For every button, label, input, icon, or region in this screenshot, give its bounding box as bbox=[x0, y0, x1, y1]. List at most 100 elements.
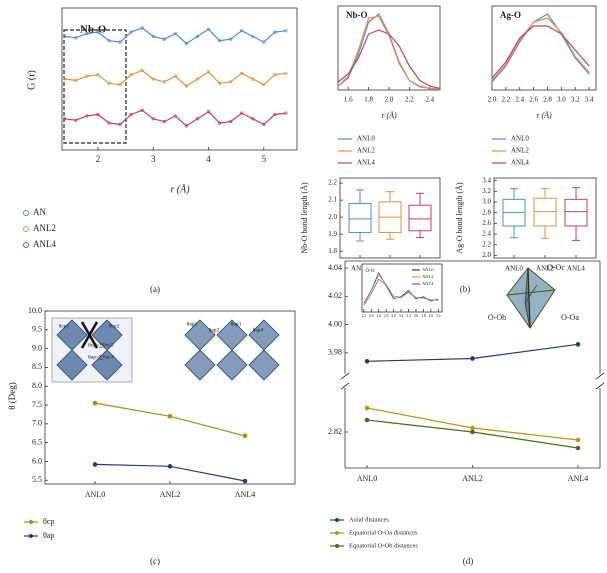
point bbox=[251, 117, 255, 121]
point bbox=[92, 462, 98, 467]
annotation: θap4 bbox=[253, 327, 264, 333]
point bbox=[364, 405, 370, 411]
point bbox=[107, 39, 111, 43]
plot-frame bbox=[361, 263, 443, 313]
box bbox=[348, 203, 372, 233]
point bbox=[240, 29, 244, 33]
point bbox=[284, 71, 288, 75]
point bbox=[470, 429, 475, 435]
point bbox=[107, 81, 111, 85]
annotation: θcp=∑θci/2 bbox=[88, 342, 114, 348]
point bbox=[273, 112, 277, 117]
point bbox=[162, 119, 166, 124]
y-tick-label: 3.4 bbox=[482, 176, 491, 184]
legend-label: ANL4 bbox=[422, 281, 434, 286]
y-tick-label: 4.02 bbox=[328, 291, 342, 300]
point bbox=[129, 73, 133, 77]
point bbox=[151, 77, 155, 81]
point bbox=[85, 31, 89, 36]
legend-label: θap bbox=[43, 531, 54, 540]
x-tick-label: 2.0 bbox=[488, 96, 497, 104]
y-tick-label: 2.4 bbox=[482, 230, 491, 238]
y-axis-label: θ (Deg) bbox=[7, 382, 17, 410]
y-tick-label: 9.0 bbox=[32, 343, 42, 352]
x-tick-label: 3 bbox=[151, 154, 156, 164]
x-tick-label: 1.6 bbox=[344, 96, 353, 104]
series-line bbox=[64, 27, 286, 45]
plot-frame bbox=[339, 177, 441, 259]
y-tick-label: 2.2 bbox=[482, 240, 491, 248]
legend-label: Equatorial O-Ob distances bbox=[349, 542, 418, 549]
annotation: θap3 bbox=[231, 321, 242, 327]
series-line bbox=[337, 29, 441, 89]
point bbox=[195, 117, 200, 121]
annotation: θap1 bbox=[187, 321, 198, 327]
x-tick-label: ANL2 bbox=[160, 490, 180, 499]
point bbox=[140, 108, 144, 112]
point bbox=[229, 37, 233, 41]
x-tick-label: 2.0 bbox=[385, 96, 394, 104]
point bbox=[151, 34, 155, 39]
point bbox=[364, 417, 370, 423]
point bbox=[217, 39, 222, 43]
legend-label: ANL4 bbox=[357, 159, 375, 167]
point bbox=[217, 121, 222, 125]
point bbox=[575, 437, 581, 443]
point bbox=[206, 27, 211, 31]
series-line bbox=[363, 278, 439, 306]
annotation: Nb-O bbox=[80, 24, 107, 36]
point bbox=[162, 80, 166, 84]
point bbox=[217, 81, 222, 85]
point bbox=[229, 80, 233, 84]
axis-break bbox=[340, 372, 350, 380]
point bbox=[284, 29, 288, 33]
point bbox=[184, 124, 189, 128]
y-tick-label: 1.9 bbox=[328, 230, 337, 238]
series-line bbox=[337, 15, 441, 90]
legend-marker bbox=[23, 210, 29, 216]
x-tick-label: ANL0 bbox=[85, 490, 105, 499]
plot-frame bbox=[61, 7, 298, 151]
point bbox=[173, 114, 177, 118]
y-tick-label: 2.0 bbox=[328, 213, 337, 221]
x-tick-label: 4.2 bbox=[436, 314, 441, 318]
point bbox=[96, 30, 100, 34]
point bbox=[229, 119, 233, 124]
y-tick-label: 5.5 bbox=[32, 475, 42, 484]
annotation: θap=∑θai/4 bbox=[88, 354, 114, 360]
x-axis-label: r (Å) bbox=[381, 111, 397, 120]
y-tick-label: 4.00 bbox=[328, 319, 342, 328]
point bbox=[96, 73, 100, 77]
point bbox=[140, 26, 144, 30]
series-line bbox=[64, 69, 286, 87]
x-tick-label: 2.8 bbox=[543, 96, 552, 104]
y-tick-label: 7.5 bbox=[32, 400, 42, 409]
point bbox=[118, 40, 122, 44]
x-tick-label: 3.0 bbox=[557, 96, 566, 104]
y-tick-label: 2.2 bbox=[328, 179, 337, 187]
point bbox=[184, 84, 189, 88]
y-axis-label: G (r) bbox=[26, 70, 37, 90]
x-axis-label: r (Å) bbox=[536, 111, 552, 120]
legend-marker bbox=[335, 531, 339, 535]
annotation: θcp1 bbox=[59, 323, 70, 329]
point bbox=[262, 40, 266, 44]
axis-break bbox=[340, 382, 350, 390]
x-tick-label: ANL2 bbox=[536, 265, 554, 273]
point bbox=[184, 41, 189, 46]
y-tick-label: 2.0 bbox=[482, 251, 491, 259]
point bbox=[262, 83, 266, 87]
y-tick-label: 9.5 bbox=[32, 325, 42, 334]
point bbox=[118, 122, 122, 127]
panel-label: (c) bbox=[150, 556, 160, 566]
x-tick-label: 2.4 bbox=[369, 314, 374, 318]
series-line bbox=[491, 25, 590, 79]
legend-marker bbox=[335, 544, 339, 548]
point bbox=[151, 117, 155, 121]
point bbox=[74, 36, 78, 40]
y-tick-label: 10.0 bbox=[28, 306, 42, 315]
point bbox=[242, 478, 248, 484]
legend-marker bbox=[335, 518, 339, 522]
point bbox=[92, 400, 98, 406]
point bbox=[140, 68, 144, 73]
